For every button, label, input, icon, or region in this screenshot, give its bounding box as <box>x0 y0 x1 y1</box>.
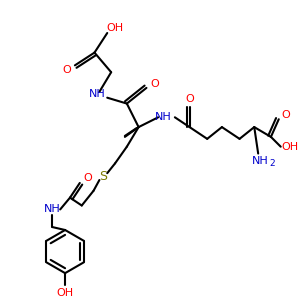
Text: O: O <box>150 79 159 89</box>
Text: OH: OH <box>56 288 74 298</box>
Text: NH: NH <box>252 156 268 167</box>
Text: O: O <box>83 173 92 183</box>
Text: OH: OH <box>281 142 298 152</box>
Text: NH: NH <box>89 89 106 99</box>
Text: 2: 2 <box>269 159 275 168</box>
Text: O: O <box>185 94 194 104</box>
Text: S: S <box>99 169 107 183</box>
Text: O: O <box>63 65 71 75</box>
Text: O: O <box>281 110 290 120</box>
Text: NH: NH <box>44 204 61 214</box>
Text: NH: NH <box>155 112 172 122</box>
Text: OH: OH <box>106 23 124 33</box>
